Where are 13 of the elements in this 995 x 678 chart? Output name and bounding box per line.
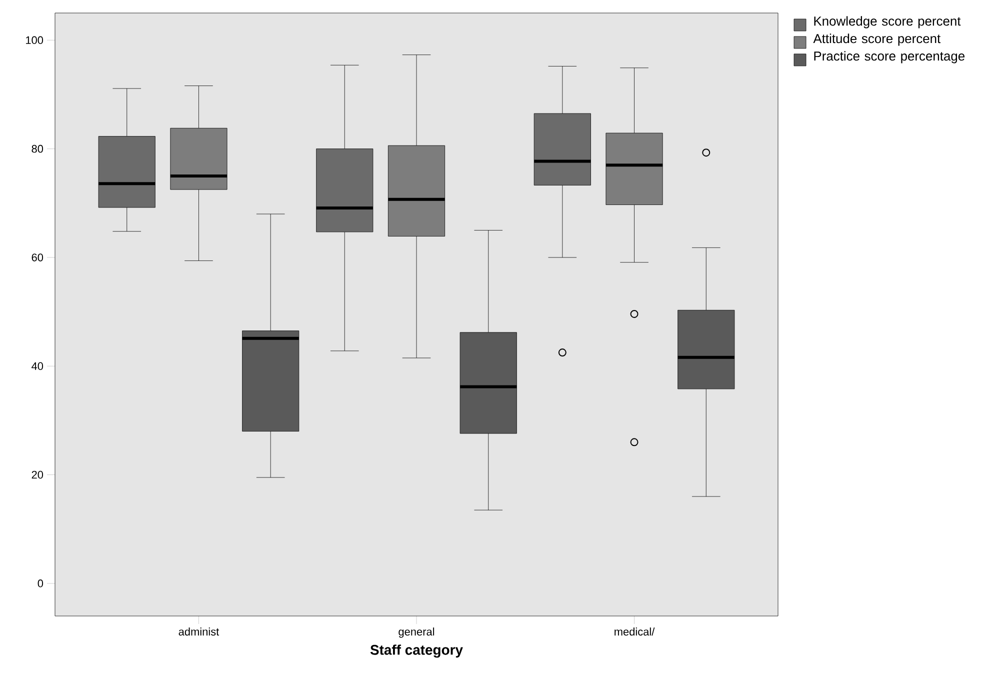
x-axis-title: Staff category	[370, 644, 463, 658]
y-tick-label: 20	[32, 470, 44, 479]
y-tick-label: 100	[26, 36, 44, 44]
x-tick-label: general	[398, 628, 434, 638]
y-tick-label: 80	[32, 144, 44, 153]
legend-label: Knowledge score percent	[814, 16, 961, 28]
y-tick-label: 60	[32, 254, 44, 262]
x-tick-label: medical/	[614, 628, 655, 636]
legend-label: Practice score percentage	[814, 51, 964, 64]
legend-label: Attitude score percent	[813, 34, 941, 46]
x-tick-label: administ	[178, 628, 220, 636]
y-tick-label: 0	[38, 580, 44, 588]
y-tick-label: 40	[32, 362, 44, 370]
